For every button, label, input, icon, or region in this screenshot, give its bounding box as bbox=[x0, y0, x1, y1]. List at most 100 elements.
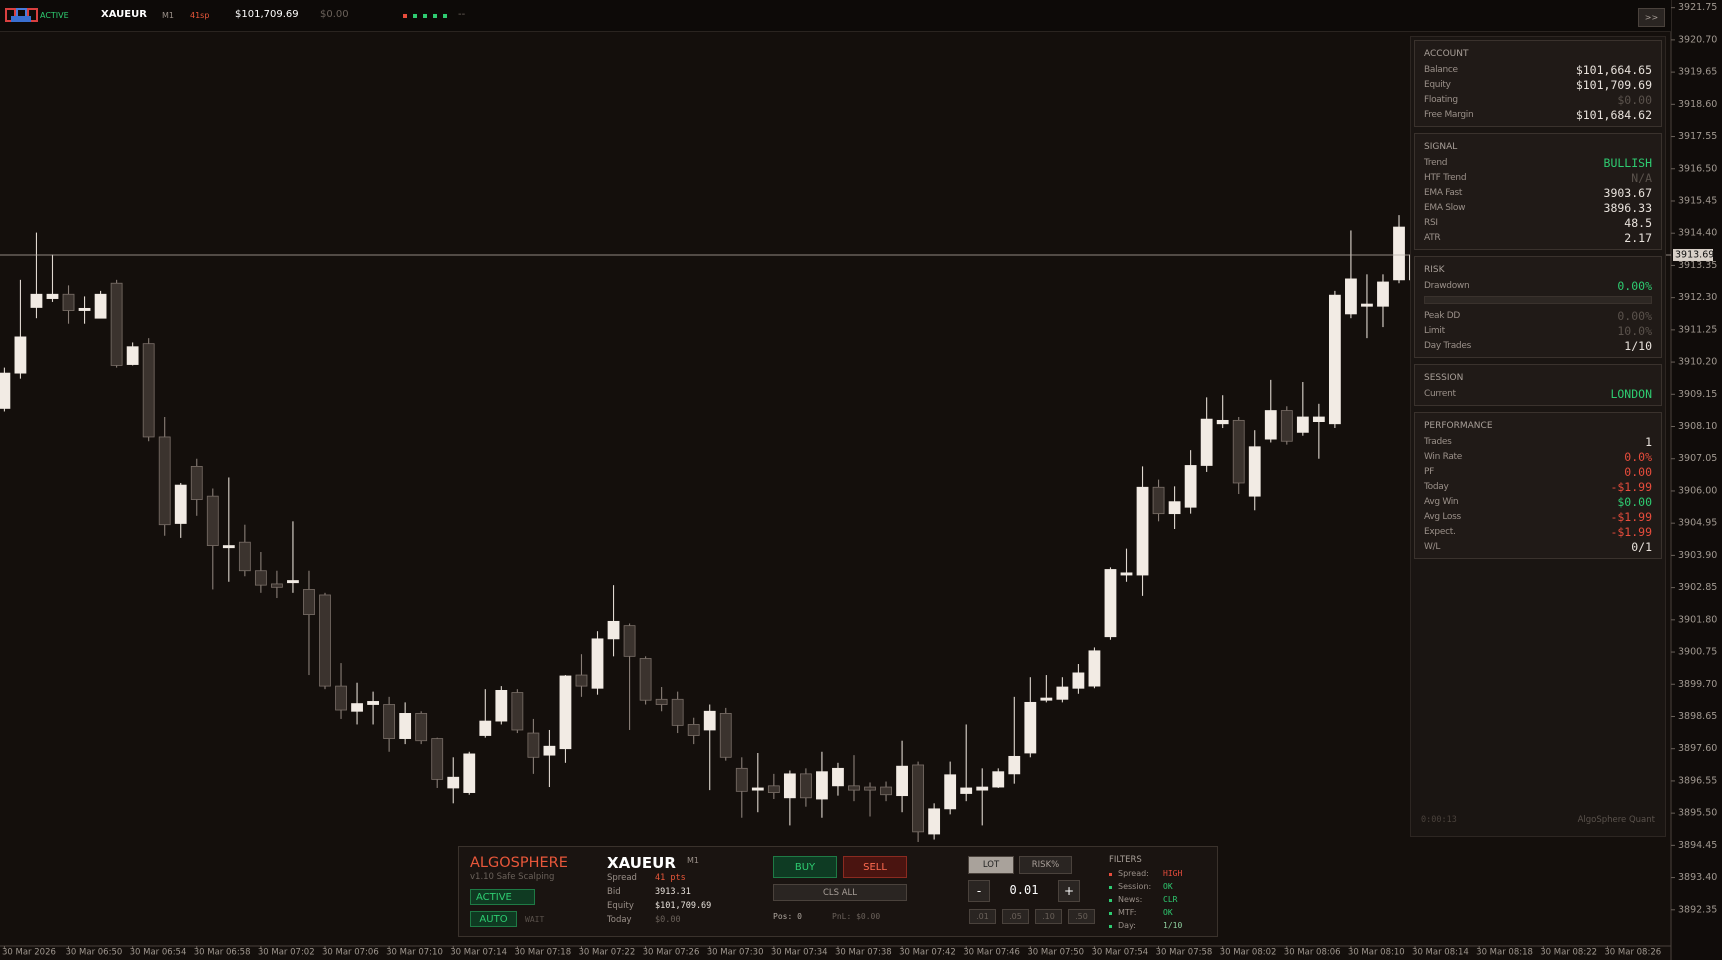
panel-row: Today -$1.99 bbox=[1424, 479, 1652, 494]
row-value: 0/1 bbox=[1631, 539, 1652, 554]
mode-button[interactable]: AUTO bbox=[470, 911, 517, 927]
sell-button[interactable]: SELL bbox=[843, 856, 907, 878]
y-tick-label: 3900.75 bbox=[1678, 647, 1717, 658]
filters-title: FILTERS bbox=[1109, 855, 1142, 865]
panel-row: Win Rate 0.0% bbox=[1424, 449, 1652, 464]
candle-body bbox=[431, 738, 444, 780]
y-tick-label: 3897.60 bbox=[1678, 743, 1717, 754]
preset-button[interactable]: .10 bbox=[1035, 909, 1062, 924]
candle-body bbox=[142, 343, 155, 438]
candle-body bbox=[94, 293, 107, 319]
row-value: -$1.99 bbox=[1610, 479, 1652, 494]
y-tick-label: 3910.20 bbox=[1678, 357, 1717, 368]
filter-value: 1/10 bbox=[1163, 921, 1183, 930]
y-tick-label: 3908.10 bbox=[1678, 421, 1717, 432]
candle-body bbox=[527, 732, 540, 758]
row-value: -$1.99 bbox=[1610, 509, 1652, 524]
candle-body bbox=[367, 701, 379, 705]
candle-body bbox=[271, 583, 283, 588]
candle-body bbox=[1120, 572, 1133, 576]
y-tick-label: 3913.35 bbox=[1678, 260, 1717, 271]
version: v1.10 Safe Scalping bbox=[470, 872, 555, 882]
candle-body bbox=[559, 675, 572, 750]
sections: ACCOUNT Balance $101,664.65 Equity $101,709.… bbox=[1411, 40, 1665, 559]
row-label: EMA Fast bbox=[1424, 187, 1463, 198]
y-tick-label: 3902.85 bbox=[1678, 582, 1717, 593]
status-dots bbox=[403, 14, 447, 18]
info-value: $101,709.69 bbox=[655, 901, 712, 911]
x-tick-label: 30 Mar 08:18 bbox=[1476, 948, 1533, 958]
candle-body bbox=[976, 786, 989, 791]
logo bbox=[5, 8, 38, 22]
row-label: ATR bbox=[1424, 232, 1441, 243]
filter-label: Session: bbox=[1118, 882, 1152, 891]
candle-body bbox=[687, 724, 700, 736]
x-tick-label: 30 Mar 08:06 bbox=[1284, 948, 1341, 958]
panel-row: Balance $101,664.65 bbox=[1424, 62, 1652, 77]
x-tick-label: 30 Mar 07:34 bbox=[771, 948, 828, 958]
candle-body bbox=[832, 767, 844, 787]
candle-body bbox=[783, 773, 796, 799]
row-label: Current bbox=[1424, 388, 1456, 399]
candle-body bbox=[1312, 416, 1325, 423]
section-title: SIGNAL bbox=[1424, 142, 1458, 152]
x-tick-label: 30 Mar 07:46 bbox=[963, 948, 1020, 958]
y-tick-label: 3919.65 bbox=[1678, 67, 1717, 78]
row-label: PF bbox=[1424, 466, 1435, 477]
preset-button[interactable]: .50 bbox=[1068, 909, 1095, 924]
candle-body bbox=[1377, 281, 1389, 307]
row-label: Limit bbox=[1424, 325, 1445, 336]
timeframe: M1 bbox=[162, 11, 174, 20]
panel-row: Avg Win $0.00 bbox=[1424, 494, 1652, 509]
x-tick-label: 30 Mar 07:18 bbox=[514, 948, 571, 958]
x-tick-label: 30 Mar 06:58 bbox=[194, 948, 251, 958]
row-label: Equity bbox=[1424, 79, 1451, 90]
x-tick-label: 30 Mar 07:26 bbox=[643, 948, 700, 958]
candle-body bbox=[703, 710, 716, 731]
row-value: 48.5 bbox=[1624, 215, 1652, 230]
candle-body bbox=[671, 698, 684, 726]
minus-button[interactable]: - bbox=[968, 880, 990, 902]
candle-body bbox=[607, 620, 620, 640]
y-tick-label: 3915.45 bbox=[1678, 195, 1717, 206]
preset-button[interactable]: .01 bbox=[969, 909, 996, 924]
candle-body bbox=[1200, 418, 1213, 466]
y-tick-label: 3909.15 bbox=[1678, 389, 1717, 400]
x-tick-label: 30 Mar 07:50 bbox=[1027, 948, 1084, 958]
preset-button[interactable]: .05 bbox=[1002, 909, 1029, 924]
lot-tab[interactable]: LOT bbox=[968, 856, 1014, 874]
close-all-button[interactable]: CLS ALL bbox=[773, 884, 907, 901]
last-price-label: 3913.69 bbox=[1675, 249, 1714, 260]
row-label: Free Margin bbox=[1424, 109, 1474, 120]
candle-body bbox=[206, 495, 219, 546]
panel-row: Floating $0.00 bbox=[1424, 92, 1652, 107]
candle-body bbox=[190, 466, 203, 500]
candle-body bbox=[864, 786, 876, 791]
panel-row: Trades 1 bbox=[1424, 434, 1652, 449]
candle-body bbox=[639, 658, 652, 701]
lot-value[interactable]: 0.01 bbox=[1009, 883, 1039, 897]
risk-tab[interactable]: RISK% bbox=[1019, 856, 1072, 874]
row-value: 0.00% bbox=[1617, 278, 1652, 293]
symbol: XAUEUR bbox=[101, 9, 147, 20]
x-tick-label: 30 Mar 08:22 bbox=[1540, 948, 1597, 958]
row-value: -$1.99 bbox=[1610, 524, 1652, 539]
candle-body bbox=[30, 293, 43, 308]
row-label: W/L bbox=[1424, 541, 1441, 552]
section-title: SESSION bbox=[1424, 373, 1464, 383]
drawdown-bar bbox=[1424, 296, 1652, 304]
candle-body bbox=[1168, 501, 1181, 515]
price-axis-bg bbox=[1671, 0, 1722, 960]
filter-value: CLR bbox=[1163, 895, 1178, 904]
status-text: -- bbox=[458, 9, 466, 20]
y-tick-label: 3896.55 bbox=[1678, 775, 1717, 786]
buy-button[interactable]: BUY bbox=[773, 856, 837, 878]
control-panel: ALGOSPHERE v1.10 Safe Scalping ACTIVE AU… bbox=[458, 846, 1218, 937]
status-button[interactable]: ACTIVE bbox=[470, 889, 535, 905]
candle-body bbox=[254, 570, 267, 586]
info-label: Today bbox=[607, 915, 632, 925]
panel-row: Drawdown 0.00% bbox=[1424, 278, 1652, 293]
plus-button[interactable]: + bbox=[1058, 880, 1080, 902]
candle-body bbox=[1056, 686, 1069, 700]
toggle-button[interactable]: >> bbox=[1638, 8, 1665, 27]
